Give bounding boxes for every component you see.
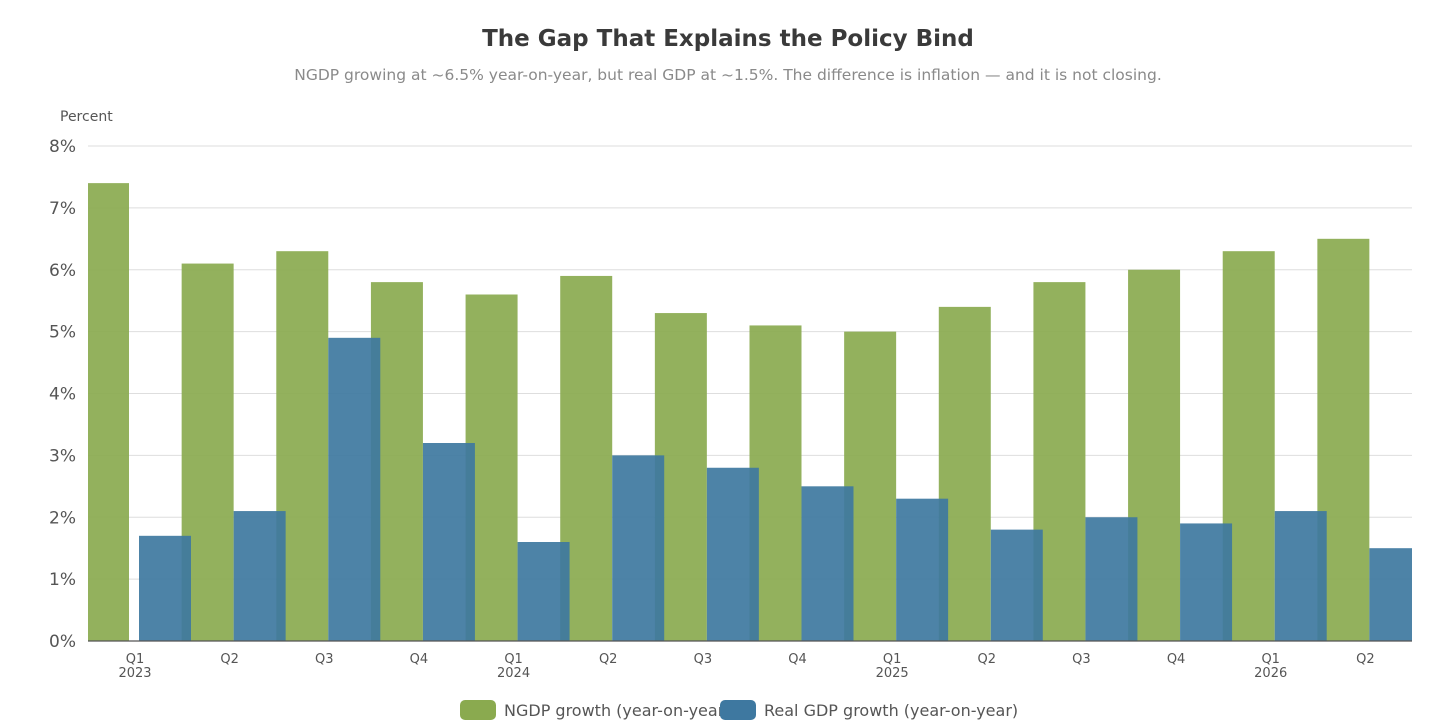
x-tick-quarter: Q2 — [978, 652, 997, 667]
legend-swatch-real-gdp — [720, 700, 756, 720]
real-gdp-bar — [517, 542, 570, 641]
x-tick-quarter: Q1 — [1261, 652, 1280, 667]
ngdp-bar — [88, 183, 129, 641]
real-gdp-bar — [328, 337, 381, 641]
x-tick-year: 2025 — [876, 666, 909, 681]
real-gdp-bar — [1085, 517, 1138, 641]
y-tick-label: 8% — [49, 137, 76, 157]
x-tick-quarter: Q2 — [1356, 652, 1375, 667]
real-gdp-bar — [990, 529, 1043, 641]
x-tick-quarter: Q1 — [504, 652, 523, 667]
chart-title: The Gap That Explains the Policy Bind — [482, 26, 974, 52]
y-tick-label: 0% — [49, 632, 76, 652]
legend-swatch-ngdp — [460, 700, 496, 720]
x-tick-quarter: Q1 — [883, 652, 902, 667]
real-gdp-bar — [1369, 548, 1412, 641]
y-tick-label: 4% — [49, 385, 76, 405]
real-gdp-bar — [1180, 523, 1233, 641]
real-gdp-bar — [896, 498, 949, 641]
x-tick-quarter: Q4 — [1167, 652, 1186, 667]
real-gdp-bar — [706, 467, 759, 641]
real-gdp-bar — [801, 486, 854, 641]
y-tick-label: 6% — [49, 261, 76, 281]
x-tick-quarter: Q2 — [220, 652, 239, 667]
y-axis-ticks: 0% 1% 2% 3% 4% 5% 6% 7% 8% — [49, 137, 76, 652]
x-tick-quarter: Q4 — [410, 652, 429, 667]
legend-label-real-gdp: Real GDP growth (year-on-year) — [764, 701, 1018, 720]
x-tick-quarter: Q4 — [788, 652, 807, 667]
x-tick-quarter: Q3 — [1072, 652, 1091, 667]
x-tick-year: 2026 — [1254, 666, 1287, 681]
legend: NGDP growth (year-on-year) Real GDP growt… — [460, 700, 1018, 720]
x-tick-quarter: Q1 — [126, 652, 145, 667]
real-gdp-bar — [612, 455, 665, 641]
y-tick-label: 7% — [49, 199, 76, 219]
y-tick-label: 1% — [49, 570, 76, 590]
x-tick-year: 2024 — [497, 666, 530, 681]
legend-label-ngdp: NGDP growth (year-on-year) — [504, 701, 731, 720]
y-tick-label: 3% — [49, 446, 76, 466]
x-tick-quarter: Q2 — [599, 652, 618, 667]
real-gdp-bar — [422, 443, 475, 641]
bars — [88, 183, 1412, 641]
x-tick-year: 2023 — [118, 666, 151, 681]
y-axis-caption: Percent — [60, 109, 113, 125]
real-gdp-bar — [233, 511, 286, 641]
x-tick-quarter: Q3 — [694, 652, 713, 667]
y-tick-label: 2% — [49, 508, 76, 528]
real-gdp-bar — [139, 535, 191, 641]
x-tick-quarter: Q3 — [315, 652, 334, 667]
y-tick-label: 5% — [49, 323, 76, 343]
real-gdp-bar — [1274, 511, 1327, 641]
chart-subtitle: NGDP growing at ~6.5% year-on-year, but … — [294, 66, 1162, 84]
